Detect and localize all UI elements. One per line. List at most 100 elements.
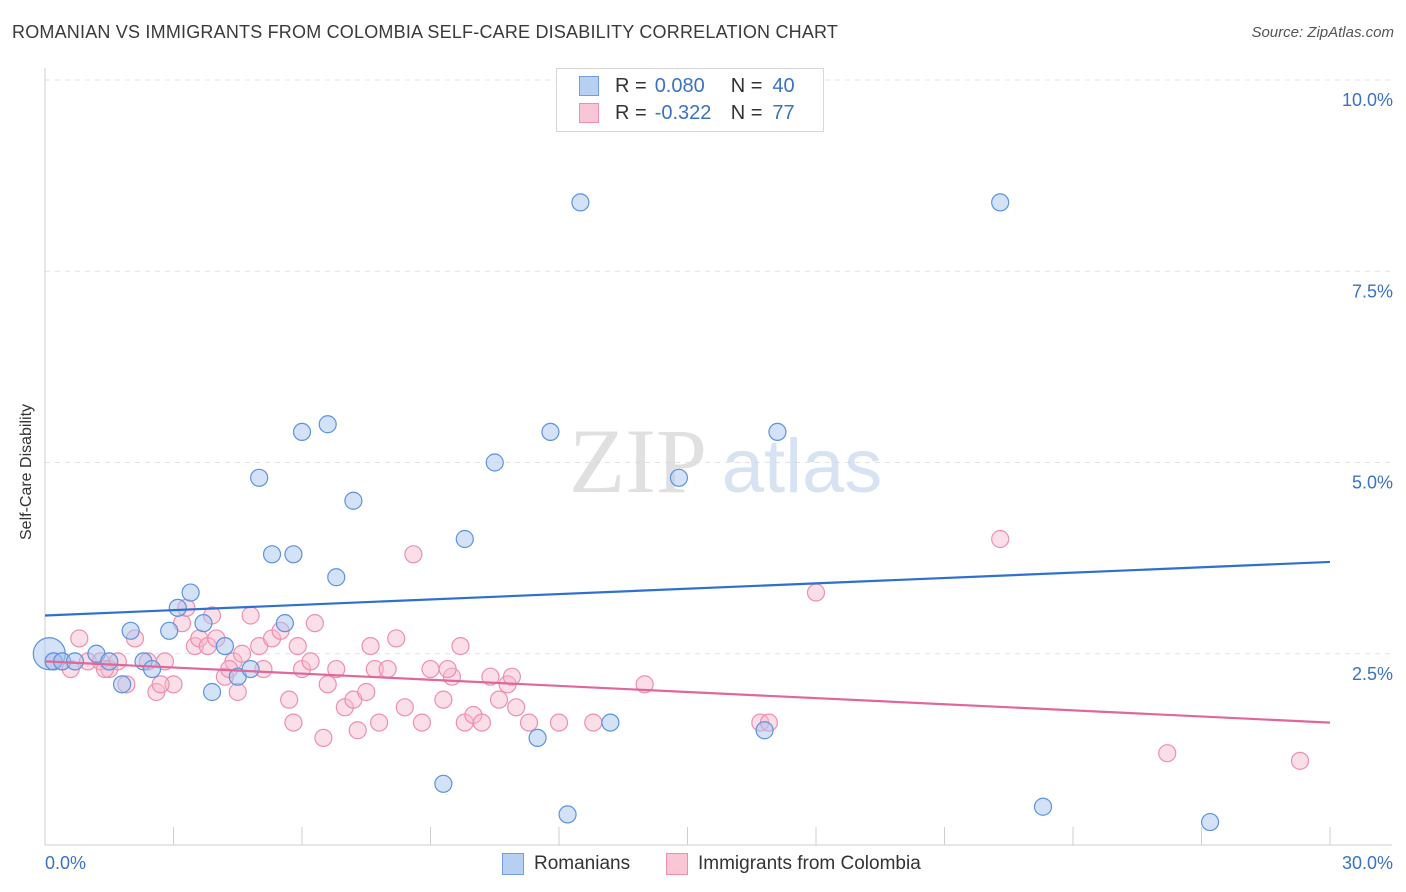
legend-row-colombia: R = -0.322 N = 77 bbox=[579, 101, 795, 125]
romanian-point bbox=[571, 193, 590, 212]
correlation-legend: R = 0.080 N = 40 R = -0.322 N = 77 bbox=[556, 68, 824, 132]
colombia-point bbox=[348, 721, 367, 740]
legend-n-value: 77 bbox=[772, 101, 795, 124]
colombia-point bbox=[1290, 751, 1310, 770]
y-tick-label: 5.0% bbox=[1352, 473, 1393, 493]
colombia-point bbox=[451, 636, 470, 656]
colombia-point bbox=[370, 713, 389, 732]
legend-row-romanians: R = 0.080 N = 40 bbox=[579, 74, 795, 98]
colombia-point bbox=[280, 690, 299, 709]
romanian-point bbox=[194, 614, 213, 633]
y-tick-label: 7.5% bbox=[1352, 281, 1393, 301]
romanian-point bbox=[100, 652, 119, 671]
romanian-point bbox=[755, 721, 774, 740]
legend-swatch-colombia bbox=[579, 103, 599, 123]
romanian-point bbox=[275, 614, 294, 633]
colombia-point bbox=[378, 659, 397, 679]
romanian-point bbox=[485, 453, 504, 472]
colombia-point bbox=[164, 675, 183, 694]
romanian-point bbox=[168, 598, 187, 617]
romanian-point bbox=[292, 422, 312, 441]
colombia-point bbox=[301, 652, 320, 671]
romanian-point bbox=[65, 652, 85, 671]
colombia-point bbox=[489, 690, 509, 709]
legend-n-label: N = bbox=[730, 74, 763, 97]
romanian-point bbox=[215, 636, 234, 656]
colombia-point bbox=[806, 583, 826, 602]
romanian-point bbox=[1200, 812, 1220, 832]
legend-n-value: 40 bbox=[772, 74, 795, 97]
romanian-point bbox=[528, 728, 547, 748]
y-tick-label: 2.5% bbox=[1352, 664, 1393, 684]
romanian-point bbox=[241, 659, 260, 679]
source-label: Source: ZipAtlas.com bbox=[1251, 24, 1394, 41]
y-tick-label: 10.0% bbox=[1342, 90, 1393, 110]
legend-n-label: N = bbox=[730, 101, 763, 124]
romanian-point bbox=[541, 422, 560, 441]
romanian-point bbox=[327, 568, 346, 587]
romanian-point bbox=[1033, 797, 1053, 816]
legend-r-value: -0.322 bbox=[654, 101, 712, 124]
colombia-point bbox=[305, 614, 324, 633]
bottom-legend-swatch-colombia bbox=[666, 853, 688, 875]
colombia-point bbox=[241, 606, 260, 625]
colombia-point bbox=[387, 629, 406, 648]
colombia-point bbox=[404, 545, 423, 564]
colombia-point bbox=[314, 728, 333, 748]
legend-r-label: R = bbox=[615, 101, 647, 124]
colombia-point bbox=[318, 675, 337, 694]
colombia-trend-line bbox=[44, 660, 1331, 724]
bottom-legend-swatch-romanians bbox=[502, 853, 524, 875]
colombia-point bbox=[584, 713, 603, 732]
romanians-trend-line bbox=[44, 560, 1331, 617]
colombia-point bbox=[288, 636, 307, 656]
romanian-point bbox=[202, 682, 222, 702]
colombia-point bbox=[327, 659, 346, 679]
colombia-point bbox=[284, 713, 303, 732]
legend-r-value: 0.080 bbox=[654, 74, 705, 97]
romanian-point bbox=[455, 529, 474, 549]
y-axis-label: Self-Care Disability bbox=[18, 403, 35, 540]
romanian-point bbox=[768, 422, 787, 441]
colombia-point bbox=[232, 644, 252, 663]
colombia-point bbox=[635, 675, 654, 694]
romanian-point bbox=[142, 659, 162, 679]
colombia-point bbox=[70, 629, 89, 648]
colombia-point bbox=[472, 713, 491, 732]
colombia-point bbox=[357, 682, 376, 702]
colombia-point bbox=[549, 713, 569, 732]
romanian-point bbox=[601, 713, 620, 732]
colombia-point bbox=[228, 682, 247, 702]
romanian-point bbox=[669, 468, 689, 487]
x-tick-label: 0.0% bbox=[45, 853, 86, 873]
romanian-point bbox=[344, 491, 363, 510]
trend-lines bbox=[44, 560, 1331, 724]
colombia-point bbox=[361, 636, 380, 656]
colombia-point bbox=[412, 713, 432, 732]
series-colombia-points bbox=[44, 529, 1310, 770]
watermark-atlas: atlas bbox=[722, 424, 883, 509]
colombia-point bbox=[395, 698, 414, 717]
romanian-point bbox=[181, 583, 200, 602]
romanian-point bbox=[284, 545, 303, 564]
romanian-point bbox=[112, 675, 132, 694]
colombia-point bbox=[151, 675, 170, 694]
axes bbox=[44, 68, 1392, 846]
colombia-point bbox=[991, 529, 1010, 549]
romanian-point bbox=[558, 805, 577, 824]
x-tick-label: 30.0% bbox=[1342, 853, 1393, 873]
grid-lines bbox=[45, 79, 1392, 655]
colombia-point bbox=[438, 659, 457, 679]
colombia-point bbox=[481, 667, 500, 686]
watermark-zip: ZIP bbox=[569, 410, 707, 512]
romanian-point bbox=[121, 621, 140, 640]
colombia-point bbox=[502, 667, 521, 686]
romanian-point bbox=[318, 415, 337, 434]
romanian-point bbox=[160, 621, 179, 640]
colombia-point bbox=[421, 659, 440, 679]
romanian-point bbox=[250, 468, 269, 487]
legend-swatch-romanians bbox=[579, 76, 599, 96]
romanian-point bbox=[262, 545, 282, 564]
legend-r-label: R = bbox=[615, 74, 647, 97]
